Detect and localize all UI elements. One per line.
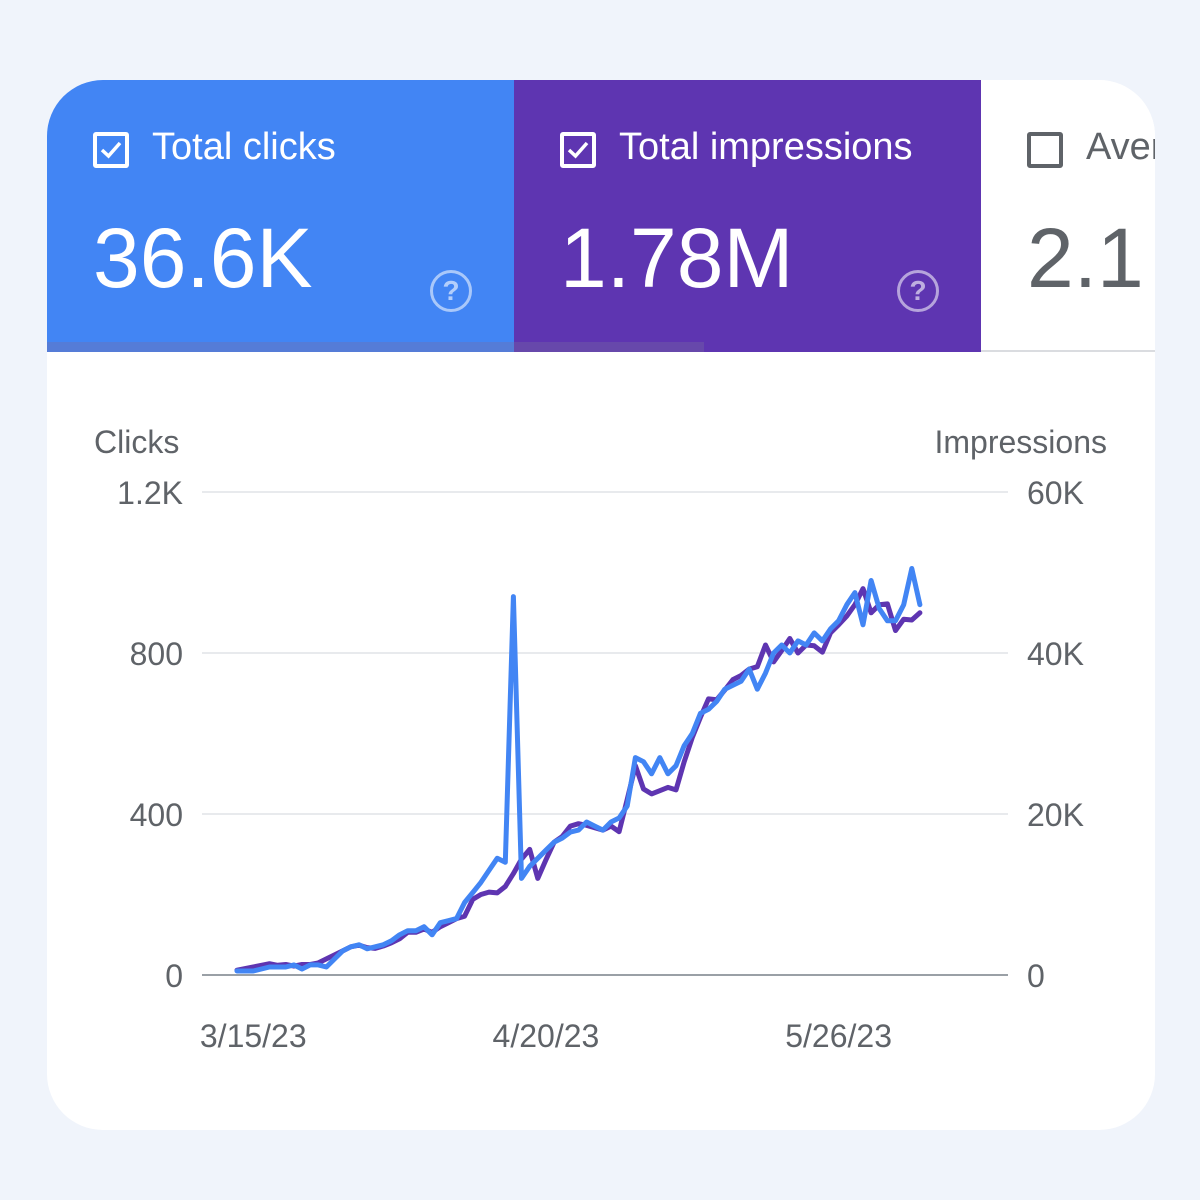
tab-label: Total clicks [152,126,336,168]
performance-card: Total clicks 36.6K ? Total impressions 1… [47,80,1155,1130]
tab-scroll-indicator [47,342,704,352]
divider [981,350,1155,352]
clicks-series-line [234,566,923,974]
left-axis-tick-label: 0 [165,958,183,994]
tab-average[interactable]: Aver 2.1 [981,80,1155,352]
tab-total-clicks[interactable]: Total clicks 36.6K ? [47,80,514,352]
left-axis-tick-label: 800 [130,636,183,672]
right-axis-tick-label: 20K [1027,797,1084,833]
left-axis-tick-label: 1.2K [117,475,183,511]
right-axis-tick-label: 40K [1027,636,1084,672]
checkbox-unchecked-icon[interactable] [1027,132,1063,168]
help-icon[interactable]: ? [430,270,472,312]
tab-label: Aver [1086,126,1155,168]
right-axis-tick-label: 60K [1027,475,1084,511]
impressions-series-line [234,586,923,973]
left-axis-title: Clicks [94,424,179,460]
tab-total-impressions[interactable]: Total impressions 1.78M ? [514,80,981,352]
x-axis-tick-label: 5/26/23 [785,1018,892,1054]
right-axis-title: Impressions [935,424,1108,460]
left-axis-tick-label: 400 [130,797,183,833]
checkbox-checked-icon[interactable] [560,132,596,168]
metric-value: 2.1 [1027,211,1144,305]
metric-value: 36.6K [93,211,313,305]
x-axis-tick-label: 4/20/23 [493,1018,600,1054]
metric-tabs: Total clicks 36.6K ? Total impressions 1… [47,80,1155,352]
help-icon[interactable]: ? [897,270,939,312]
tab-label: Total impressions [619,126,913,168]
metric-value: 1.78M [560,211,794,305]
checkbox-checked-icon[interactable] [93,132,129,168]
right-axis-tick-label: 0 [1027,958,1045,994]
x-axis-tick-label: 3/15/23 [200,1018,307,1054]
